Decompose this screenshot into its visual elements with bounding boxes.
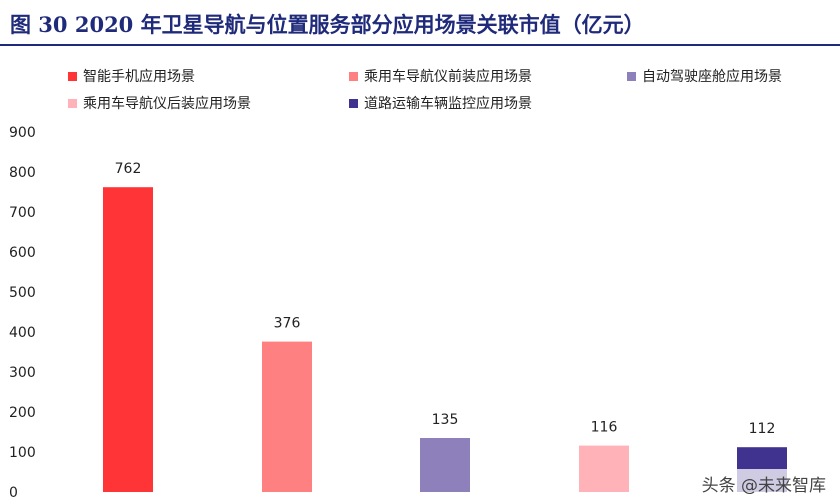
legend-label-0: 智能手机应用场景	[83, 69, 195, 85]
legend-item-3: 乘用车导航仪后装应用场景	[68, 93, 251, 113]
legend-label-3: 乘用车导航仪后装应用场景	[83, 96, 251, 112]
chart-title: 图 30 2020 年卫星导航与位置服务部分应用场景关联市值（亿元）	[10, 12, 645, 37]
bar-1	[262, 341, 312, 492]
bar-2	[420, 438, 470, 492]
y-tick-label-0: 0	[9, 485, 18, 501]
bar-value-label-2: 135	[432, 412, 459, 428]
legend-label-1: 乘用车导航仪前装应用场景	[364, 69, 532, 85]
legend-item-4: 道路运输车辆监控应用场景	[349, 93, 532, 113]
legend-swatch-0	[68, 71, 77, 81]
bar-value-label-3: 116	[591, 420, 618, 436]
watermark: 头条 @未来智库	[695, 469, 832, 498]
chart-legend: 智能手机应用场景 乘用车导航仪前装应用场景 自动驾驶座舱应用场景 乘用车导航仪后…	[0, 0, 840, 120]
bar-3	[579, 445, 629, 492]
legend-label-2: 自动驾驶座舱应用场景	[642, 69, 782, 85]
bar-0	[103, 187, 153, 492]
y-tick-label-1: 100	[9, 445, 36, 461]
y-tick-label-2: 200	[9, 405, 36, 421]
legend-swatch-4	[349, 98, 358, 108]
legend-item-2: 自动驾驶座舱应用场景	[627, 66, 782, 86]
bar-value-label-1: 376	[274, 316, 301, 332]
legend-label-4: 道路运输车辆监控应用场景	[364, 96, 532, 112]
bar-value-label-4: 112	[749, 421, 776, 437]
y-tick-label-5: 500	[9, 285, 36, 301]
legend-item-1: 乘用车导航仪前装应用场景	[349, 66, 532, 86]
y-tick-label-3: 300	[9, 365, 36, 381]
y-tick-label-8: 800	[9, 165, 36, 181]
y-tick-label-7: 700	[9, 205, 36, 221]
y-tick-label-4: 400	[9, 325, 36, 341]
y-tick-label-6: 600	[9, 245, 36, 261]
legend-swatch-3	[68, 98, 77, 108]
legend-swatch-2	[627, 71, 636, 81]
legend-swatch-1	[349, 71, 358, 81]
bar-value-label-0: 762	[115, 161, 142, 177]
title-bar: 图 30 2020 年卫星导航与位置服务部分应用场景关联市值（亿元）	[0, 0, 840, 46]
y-tick-label-9: 900	[9, 125, 36, 141]
legend-item-0: 智能手机应用场景	[68, 66, 195, 86]
